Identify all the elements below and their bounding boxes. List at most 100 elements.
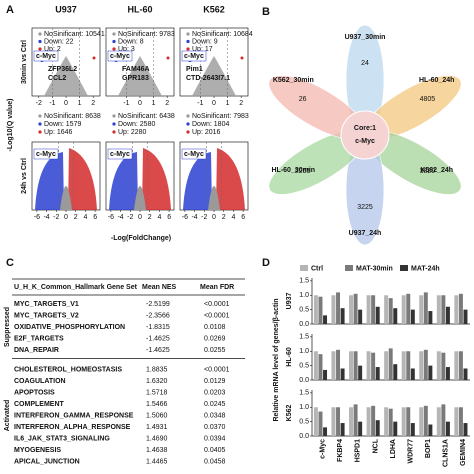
bar [366, 407, 371, 436]
y-tick-label: 1.5 [299, 334, 309, 341]
legend-dot [38, 47, 42, 51]
legend-dot [38, 114, 42, 118]
bar [375, 367, 380, 380]
gene-label: c-Myc [110, 53, 130, 60]
table-cell: 0.0203 [204, 389, 226, 396]
stat-text: NoSinificant: 6438 [118, 113, 175, 120]
not-significant-cloud [192, 56, 236, 96]
x-tick-label: 2 [74, 214, 78, 221]
x-tick-label: -1 [49, 100, 55, 107]
x-tick-label: 0 [64, 100, 68, 107]
table-cell: <0.0001 [204, 366, 230, 373]
bar [384, 407, 389, 436]
table-cell: COMPLEMENT [14, 401, 65, 408]
bar [331, 351, 336, 380]
bar [428, 311, 433, 324]
table-cell: MYOGENESIS [14, 447, 61, 454]
bar [458, 293, 463, 324]
y-axis-label: Relative mRNA level of genes/β-actin [273, 298, 280, 421]
y-tick-label: 1.0 [299, 348, 309, 355]
bar [371, 352, 376, 380]
stat-text: Down: 22 [44, 38, 74, 45]
bar [401, 295, 406, 324]
bar [384, 351, 389, 380]
stat-text: Down: 2580 [118, 121, 155, 128]
table-cell: -2.3566 [146, 312, 170, 319]
table-cell: 1.4931 [146, 424, 168, 431]
stat-text: Up: 2 [44, 46, 61, 53]
table-cell: -1.4625 [146, 335, 170, 342]
legend-dot [112, 114, 116, 118]
gene-label: CCL2 [48, 75, 66, 82]
row-label: U937 [286, 293, 293, 310]
x-tick-label: -6 [108, 214, 114, 221]
y-tick-label: 0.0 [299, 377, 309, 384]
x-tick-label: HSPD1 [355, 439, 362, 462]
gene-label: FAM46A [122, 66, 150, 73]
petal-name: HL-60_24h [419, 77, 454, 84]
y-tick-label: 1.0 [299, 292, 309, 299]
bar [340, 368, 345, 380]
bar [313, 295, 318, 324]
x-tick-label: BOP1 [425, 439, 432, 458]
x-tick-label: 0 [138, 100, 142, 107]
down-cloud [109, 152, 138, 210]
bar [410, 368, 415, 380]
table-cell: <0.0001 [204, 301, 230, 308]
bar [358, 365, 363, 380]
not-significant-cloud [60, 186, 72, 210]
x-tick-label: 0 [64, 214, 68, 221]
bar [336, 292, 341, 324]
petal-count: 2255 [295, 168, 311, 175]
x-tick-label: 1 [152, 100, 156, 107]
gene-label: GPR183 [122, 75, 149, 82]
table-cell: 0.0394 [204, 435, 226, 442]
core-gene: c-Myc [355, 138, 375, 145]
table-cell: 0.0245 [204, 401, 226, 408]
bar [371, 295, 376, 324]
table-cell: APICAL_JUNCTION [14, 458, 80, 465]
bar [463, 309, 468, 324]
bar [419, 407, 424, 436]
bar [371, 405, 376, 436]
legend-dot [186, 39, 190, 44]
bar [340, 423, 345, 436]
gene-label: c-Myc [36, 53, 56, 60]
bar [331, 295, 336, 324]
panel-label: A [6, 4, 14, 16]
x-tick-label: -1 [197, 100, 203, 107]
table-cell: 0.0405 [204, 447, 226, 454]
y-tick-label: 0.5 [299, 418, 309, 425]
x-tick-label: 4 [83, 214, 87, 221]
x-tick-label: -2 [36, 100, 42, 107]
table-cell: IL6_JAK_STAT3_SIGNALING [14, 435, 110, 442]
x-tick-label: 6 [93, 214, 97, 221]
bar [410, 423, 415, 436]
bar [406, 407, 411, 436]
column-header: HL-60 [127, 4, 152, 14]
up-cloud [68, 148, 97, 210]
legend-dot [112, 122, 116, 126]
bar [313, 407, 318, 436]
table-cell: OXIDATIVE_PHOSPHORYLATION [14, 324, 125, 331]
bar [375, 420, 380, 436]
table-cell: 1.6320 [146, 378, 168, 385]
table-cell: 1.4638 [146, 447, 168, 454]
not-significant-cloud [134, 186, 146, 210]
panel-label: B [262, 6, 270, 18]
x-tick-label: -6 [34, 214, 40, 221]
bar [388, 348, 393, 380]
bar [410, 309, 415, 324]
x-tick-label: 2 [222, 214, 226, 221]
bar [388, 298, 393, 324]
bar [423, 349, 428, 380]
bar [454, 295, 459, 324]
x-tick-label: 2 [148, 214, 152, 221]
table-cell: CHOLESTEROL_HOMEOSTASIS [14, 366, 122, 373]
legend-dot [112, 130, 116, 134]
bar [463, 368, 468, 380]
bar [428, 365, 433, 380]
row-label: 24h vs Ctrl [21, 158, 28, 194]
table-cell: <0.0001 [204, 312, 230, 319]
bar [353, 404, 358, 436]
